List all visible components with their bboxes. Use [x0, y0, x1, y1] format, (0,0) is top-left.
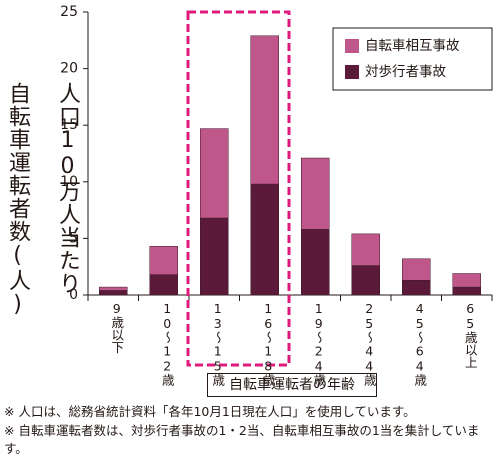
note: ※ 人口は、総務省統計資料「各年10月1日現在人口」を使用しています。 [4, 404, 416, 419]
y-axis-label: 自転車運転者数(人) [5, 82, 30, 318]
bar-segment [351, 265, 380, 296]
bar-segment [301, 229, 330, 296]
legend-label: 自転車相互事故 [365, 38, 460, 54]
y-tick-label: 25 [60, 4, 78, 20]
highlight-frame [186, 10, 291, 367]
y-tick-label: 20 [60, 61, 78, 77]
bar-segment [149, 246, 178, 275]
x-tick-label: 65歳以上 [462, 301, 478, 369]
bar-segment [99, 286, 128, 291]
legend-swatch [345, 39, 359, 53]
bar-segment [200, 217, 229, 296]
bar-segment [301, 157, 330, 230]
bar-segment [351, 233, 380, 266]
bar-segment [250, 35, 279, 185]
bar-segment [200, 128, 229, 219]
bar-segment [452, 273, 481, 288]
y-tick-label: 0 [69, 287, 78, 303]
x-tick-label: 13～15歳 [210, 301, 226, 386]
bar-segment [402, 258, 431, 281]
bar-segment [452, 286, 481, 296]
x-axis-label: 自転車運転者の年齢 [207, 373, 377, 397]
legend-label: 対歩行者事故 [365, 64, 446, 80]
y-tick-label: 10 [60, 174, 78, 190]
bar-segment [149, 274, 178, 296]
y-axis-label: 人口10万人当たり [55, 82, 80, 295]
legend-swatch [345, 65, 359, 79]
bar-segment [402, 280, 431, 296]
y-tick-label: 15 [60, 117, 78, 133]
bar-segment [250, 183, 279, 296]
x-tick-label: 19～24歳 [311, 301, 327, 386]
x-tick-label: 9歳以下 [109, 301, 125, 354]
y-tick-label: 5 [69, 230, 78, 246]
x-tick-label: 45～64歳 [412, 301, 428, 386]
legend-box [332, 27, 493, 91]
x-tick-label: 25～44歳 [361, 301, 377, 386]
x-tick-label: 10～12歳 [159, 301, 175, 386]
x-tick-label: 16～18歳 [260, 301, 276, 386]
note: ※ 自転車運転者数は、対歩行者事故の1・2当、自転車相互事故の1当を集計していま… [4, 423, 480, 456]
bar-segment [99, 290, 128, 296]
